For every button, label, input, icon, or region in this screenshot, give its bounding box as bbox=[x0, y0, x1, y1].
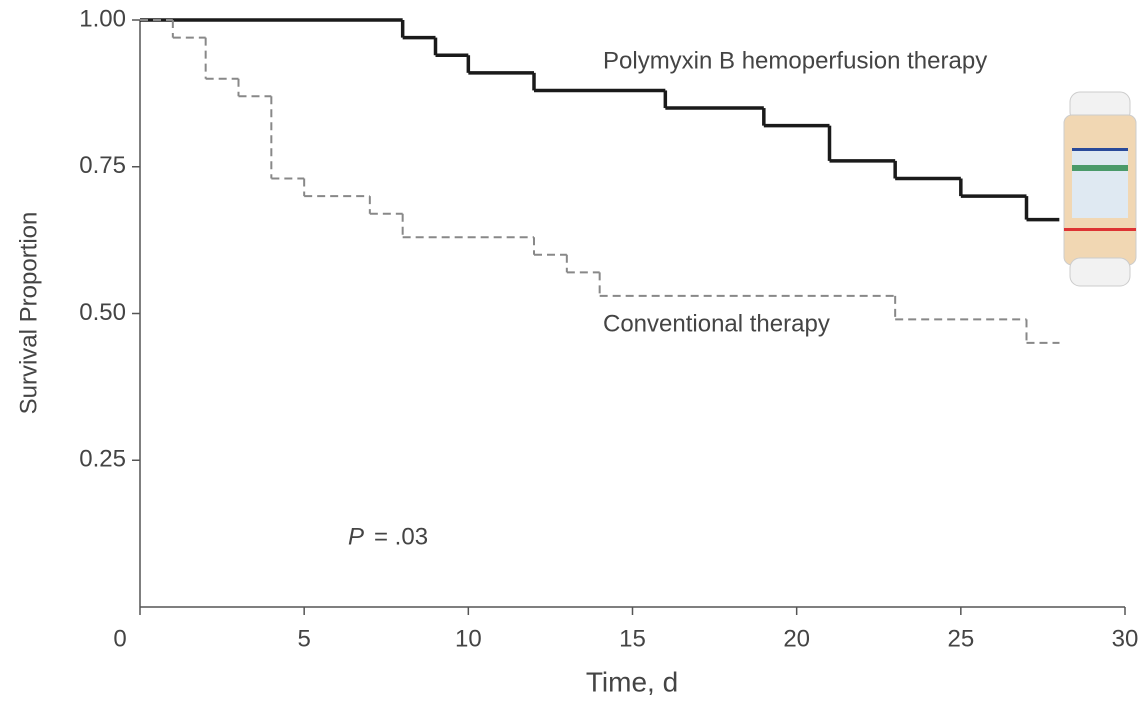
x-tick-label: 10 bbox=[455, 625, 482, 652]
x-tick-label: 25 bbox=[947, 625, 974, 652]
x-tick-label: 30 bbox=[1112, 625, 1139, 652]
x-tick-label: 5 bbox=[297, 625, 310, 652]
x-tick-label: 0 bbox=[113, 625, 126, 652]
x-axis-label: Time, d bbox=[586, 666, 678, 697]
p-value: = .03 bbox=[374, 523, 428, 550]
series-label: Polymyxin B hemoperfusion therapy bbox=[603, 47, 987, 74]
x-tick-label: 20 bbox=[783, 625, 810, 652]
y-tick-label: 0.25 bbox=[79, 446, 126, 473]
series-label: Conventional therapy bbox=[603, 310, 830, 337]
p-symbol: P bbox=[348, 523, 364, 550]
x-tick-label: 15 bbox=[619, 625, 646, 652]
y-tick-label: 1.00 bbox=[79, 5, 126, 32]
device-image bbox=[1063, 91, 1137, 287]
y-axis-label: Survival Proportion bbox=[15, 212, 42, 415]
y-tick-label: 0.50 bbox=[79, 299, 126, 326]
y-tick-label: 0.75 bbox=[79, 152, 126, 179]
